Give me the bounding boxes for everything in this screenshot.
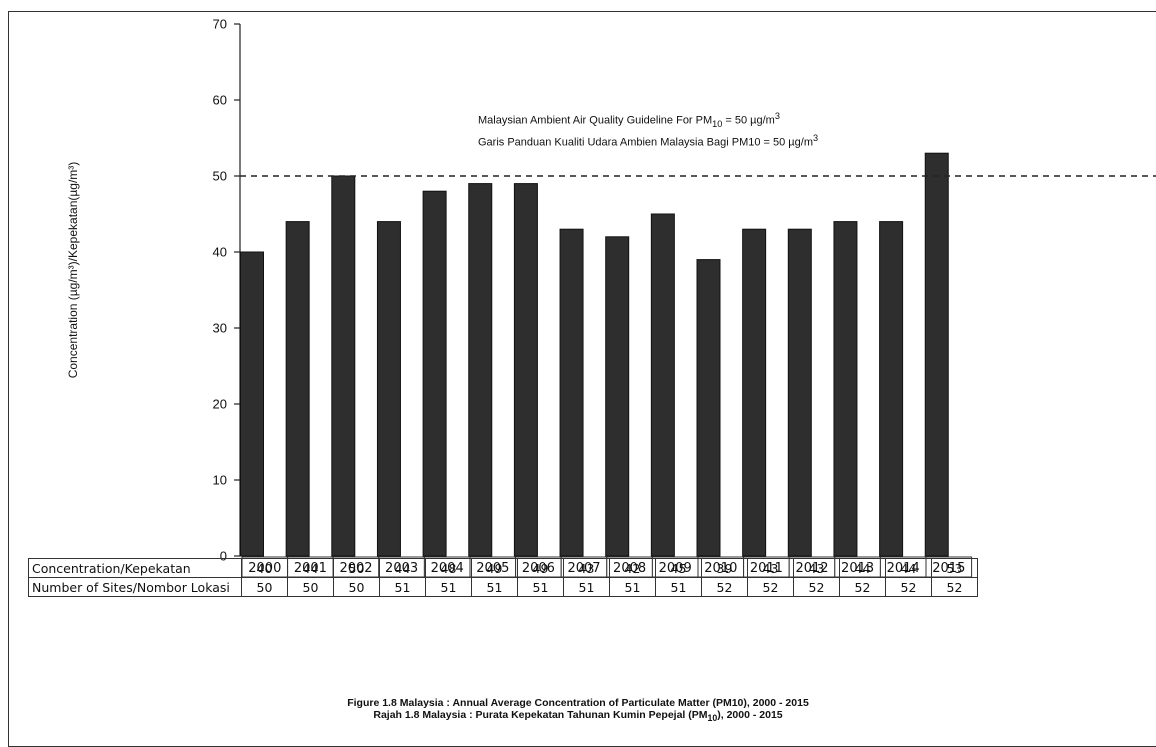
cell-sites-2014: 52 [885,577,932,597]
cell-sites-2010: 52 [701,577,748,597]
cell-sites-2008: 51 [609,577,656,597]
cell-sites-2006: 51 [517,577,564,597]
bar-2013 [833,221,858,557]
guideline-line-1-superscript: 3 [774,111,780,121]
cell-sites-2012: 52 [793,577,840,597]
bar-2014 [879,221,904,557]
y-tick-label-10: 10 [213,473,227,488]
cell-concentration-2013: 44 [839,558,886,578]
cell-concentration-2006: 49 [517,558,564,578]
bar-2006 [513,183,538,557]
cell-concentration-2005: 49 [471,558,518,578]
cell-sites-2001: 50 [287,577,334,597]
bar-2010 [696,259,721,557]
bar-2003 [376,221,401,557]
cell-sites-2009: 51 [655,577,702,597]
bar-2011 [742,228,767,557]
y-tick-label-50: 50 [213,169,227,184]
figure-caption: Figure 1.8 Malaysia : Annual Average Con… [0,697,1156,724]
caption-line-2-subscript: 10 [707,713,718,724]
cell-sites-2007: 51 [563,577,610,597]
bar-2004 [422,190,447,557]
guideline-line-2: Garis Panduan Kualiti Udara Ambien Malay… [478,131,818,150]
cell-concentration-2011: 43 [747,558,794,578]
cell-concentration-2010: 39 [701,558,748,578]
cell-sites-2013: 52 [839,577,886,597]
bar-2002 [331,175,356,557]
bar-2012 [787,228,812,557]
cell-concentration-2015: 53 [931,558,978,578]
y-tick-label-20: 20 [213,397,227,412]
cell-sites-2002: 50 [333,577,380,597]
cell-concentration-2002: 50 [333,558,380,578]
cell-concentration-2012: 43 [793,558,840,578]
bar-2015 [924,152,949,557]
guideline-line-1-text: Malaysian Ambient Air Quality Guideline … [478,114,713,127]
cell-concentration-2001: 44 [287,558,334,578]
bar-2005 [468,183,493,557]
y-tick-label-0: 0 [220,549,227,564]
caption-line-2-text: Rajah 1.8 Malaysia : Purata Kepekatan Ta… [373,709,708,721]
guideline-line-2-superscript: 3 [812,132,819,143]
cell-sites-2004: 51 [425,577,472,597]
bar-2008 [605,236,630,557]
bar-2001 [285,221,310,557]
cell-concentration-2004: 48 [425,558,472,578]
guideline-line-2-text: Garis Panduan Kualiti Udara Ambien Malay… [478,136,813,149]
y-tick-label-60: 60 [213,93,227,108]
cell-concentration-2009: 45 [655,558,702,578]
cell-concentration-2008: 42 [609,558,656,578]
data-table: Concentration/Kepekatan 40 44 50 44 48 49 49 43… [28,558,978,597]
guideline-annotation: Malaysian Ambient Air Quality Guideline … [478,109,818,150]
guideline-line-1-subscript: 10 [712,118,723,129]
row-label-concentration: Concentration/Kepekatan [28,558,242,578]
caption-line-2: Rajah 1.8 Malaysia : Purata Kepekatan Ta… [0,709,1156,724]
y-tick-label-40: 40 [213,245,227,260]
cell-sites-2003: 51 [379,577,426,597]
cell-concentration-2014: 44 [885,558,932,578]
guideline-line-1-value: = 50 µg/m [722,114,775,127]
cell-concentration-2003: 44 [379,558,426,578]
table-row-sites: Number of Sites/Nombor Lokasi 50 50 50 51 51… [28,577,978,597]
caption-line-2-suffix: ), 2000 - 2015 [717,709,783,721]
y-tick-label-30: 30 [213,321,227,336]
y-axis-label: Concentration (µg/m³)/Kepekatan(µg/m³) [66,161,80,379]
bar-2009 [650,213,675,557]
bar-2000 [240,251,264,557]
row-label-sites: Number of Sites/Nombor Lokasi [28,577,242,597]
cell-sites-2011: 52 [747,577,794,597]
guideline-line-1: Malaysian Ambient Air Quality Guideline … [478,109,818,131]
table-row-concentration: Concentration/Kepekatan 40 44 50 44 48 49 49 43… [28,558,978,578]
cell-concentration-2007: 43 [563,558,610,578]
y-tick-label-70: 70 [213,17,227,32]
cell-sites-2005: 51 [471,577,518,597]
cell-concentration-2000: 40 [241,558,288,578]
cell-sites-2015: 52 [931,577,978,597]
cell-sites-2000: 50 [241,577,288,597]
caption-line-1: Figure 1.8 Malaysia : Annual Average Con… [347,697,809,709]
bar-2007 [559,228,584,557]
